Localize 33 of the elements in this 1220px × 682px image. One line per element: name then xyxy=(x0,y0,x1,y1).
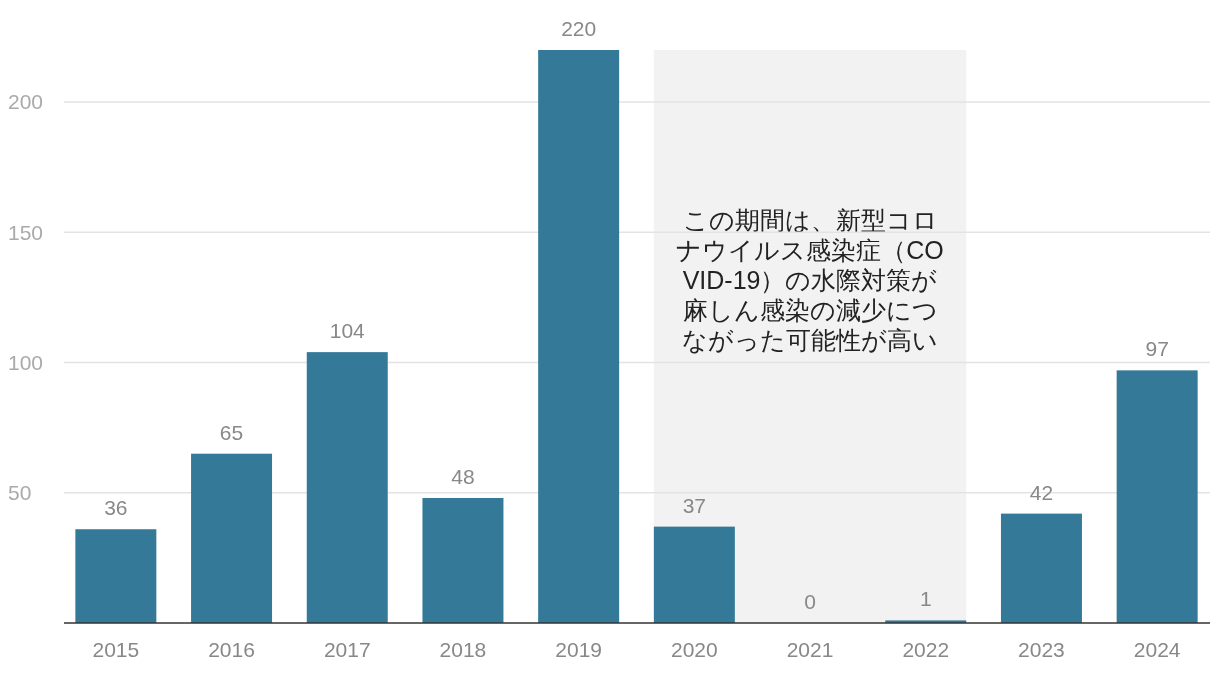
x-tick-label: 2017 xyxy=(323,638,371,661)
x-tick-label: 2016 xyxy=(208,638,255,661)
y-tick-label: 50 xyxy=(8,481,32,505)
bar xyxy=(306,352,388,623)
y-tick-label: 200 xyxy=(8,90,44,114)
bar xyxy=(653,526,735,623)
x-tick-label: 2015 xyxy=(92,638,140,661)
data-label: 36 xyxy=(104,496,128,520)
data-label: 0 xyxy=(804,590,816,613)
data-label: 37 xyxy=(682,493,707,517)
bar xyxy=(422,497,504,623)
data-label: 220 xyxy=(561,17,597,40)
data-label: 1 xyxy=(919,587,932,611)
x-tick-label: 2023 xyxy=(1018,638,1065,661)
data-label: 104 xyxy=(329,319,366,343)
y-tick-label: 150 xyxy=(8,220,44,244)
data-label: 65 xyxy=(219,420,244,444)
data-label: 97 xyxy=(1145,337,1169,361)
data-label: 48 xyxy=(451,464,475,488)
x-tick-label: 2024 xyxy=(1133,638,1181,661)
data-label: 42 xyxy=(1029,480,1054,504)
y-tick-label: 100 xyxy=(8,350,44,374)
x-tick-label: 2020 xyxy=(670,638,718,661)
x-tick-label: 2021 xyxy=(786,638,834,661)
x-tick-label: 2019 xyxy=(555,638,603,661)
bar xyxy=(1000,513,1082,623)
band-label: この期間は、新型コロナウイルス感染症（COVID-19）の水際対策が麻しん感染の減少につながった可能性が高い xyxy=(675,205,945,355)
bar xyxy=(191,453,273,623)
bar xyxy=(75,529,157,623)
bar xyxy=(538,50,620,623)
x-tick-label: 2022 xyxy=(902,638,950,661)
x-tick-label: 2018 xyxy=(439,638,487,661)
bar xyxy=(1116,370,1198,623)
